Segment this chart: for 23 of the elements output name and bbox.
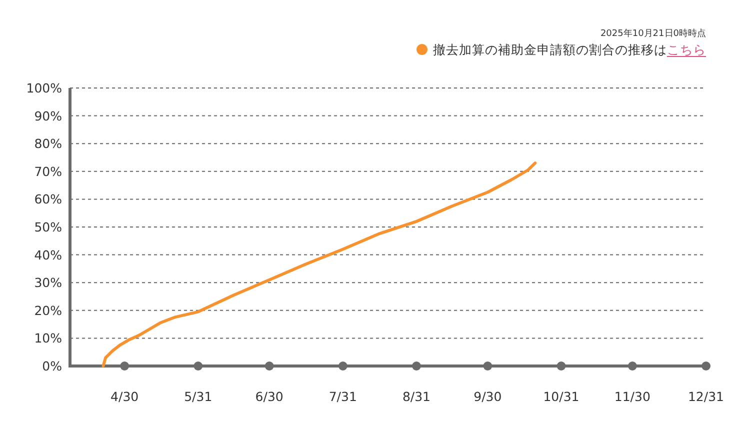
x-tick-label: 4/30 — [110, 389, 139, 404]
y-tick-label: 10% — [34, 330, 62, 346]
chart-subtitle: 2025年10月21日0時時点 — [600, 28, 706, 39]
legend: 撤去加算の補助金申請額の割合の推移は こちら — [416, 42, 706, 57]
x-tick-label: 9/30 — [474, 389, 502, 404]
y-tick-label: 30% — [34, 275, 62, 290]
y-tick-label: 40% — [34, 247, 62, 262]
x-tick-label: 10/31 — [543, 389, 580, 404]
y-tick-label: 80% — [34, 136, 62, 152]
x-tick-label: 5/31 — [184, 389, 212, 404]
y-tick-label: 60% — [34, 192, 62, 207]
y-tick-label: 100% — [26, 80, 62, 96]
x-tick-label: 6/30 — [255, 389, 284, 404]
x-tick-label: 8/31 — [402, 389, 431, 404]
y-tick-label: 20% — [34, 302, 62, 318]
x-tick-label: 7/31 — [328, 389, 357, 404]
y-tick-label: 90% — [34, 108, 62, 124]
y-tick-label: 0% — [42, 358, 62, 374]
y-tick-label: 50% — [34, 220, 62, 234]
x-tick-label: 12/31 — [688, 389, 724, 404]
legend-label: 撤去加算の補助金申請額の割合の推移は — [433, 42, 667, 57]
x-tick-label: 11/30 — [614, 389, 650, 404]
y-tick-label: 70% — [34, 164, 62, 179]
